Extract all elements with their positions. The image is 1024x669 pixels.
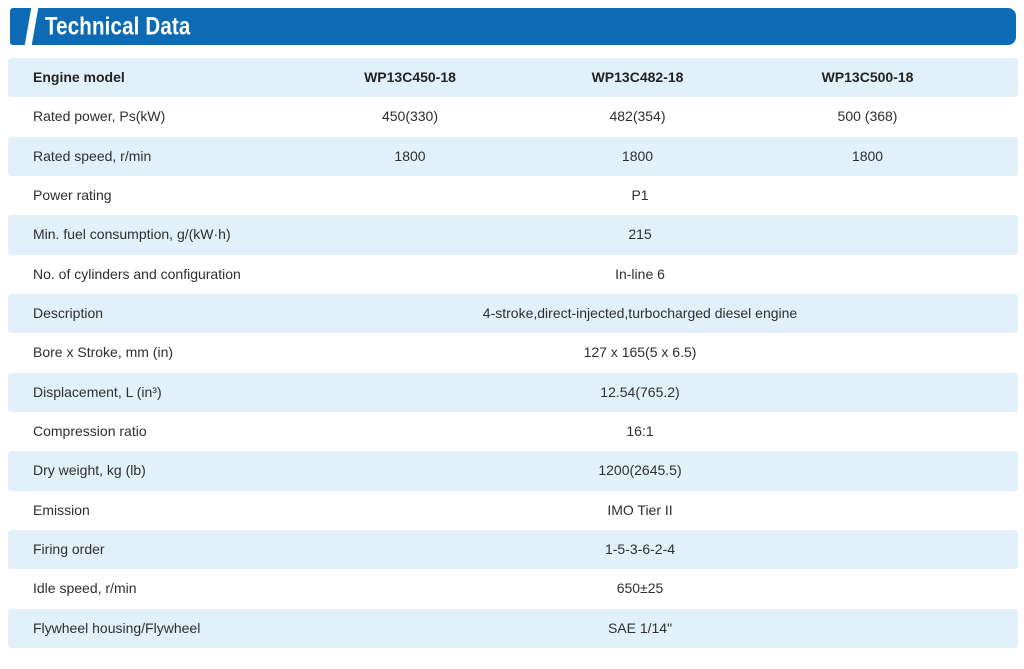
table-row-power-rating: Power rating P1	[8, 176, 1018, 215]
header-col-model-1: WP13C450-18	[364, 68, 456, 85]
row-label: Dry weight, kg (lb)	[33, 462, 146, 479]
table-row-emission: Emission IMO Tier II	[8, 491, 1018, 530]
row-value: P1	[631, 186, 649, 203]
row-value: 1800	[394, 147, 426, 164]
row-label: Emission	[33, 501, 90, 518]
row-label: No. of cylinders and configuration	[33, 265, 241, 282]
row-label: Power rating	[33, 186, 112, 203]
table-row-min-fuel-consumption: Min. fuel consumption, g/(kW·h) 215	[8, 215, 1018, 255]
row-label: Flywheel housing/Flywheel	[33, 619, 201, 636]
table-row-firing-order: Firing order 1-5-3-6-2-4	[8, 529, 1018, 570]
row-value: IMO Tier II	[607, 501, 673, 518]
row-value: 500 (368)	[837, 108, 898, 125]
section-banner: Technical Data	[10, 6, 1016, 47]
row-label: Bore x Stroke, mm (in)	[33, 344, 174, 361]
row-value: 450(330)	[381, 108, 439, 125]
row-label: Description	[33, 304, 104, 321]
row-value: SAE 1/14"	[607, 619, 673, 636]
table-row-description: Description 4-stroke,direct-injected,tur…	[8, 293, 1018, 334]
row-label: Idle speed, r/min	[33, 580, 137, 597]
table-header-row: Engine model WP13C450-18 WP13C482-18 WP1…	[8, 58, 1018, 98]
row-value: 127 x 165(5 x 6.5)	[583, 344, 697, 361]
row-value: 12.54(765.2)	[600, 383, 680, 400]
row-value: In-line 6	[615, 265, 665, 282]
table-row-displacement: Displacement, L (in³) 12.54(765.2)	[8, 372, 1018, 412]
row-label: Displacement, L (in³)	[33, 383, 162, 400]
banner-background	[10, 8, 1016, 45]
row-value: 482(354)	[609, 108, 666, 125]
table-row-cylinders: No. of cylinders and configuration In-li…	[8, 255, 1018, 294]
table-row-idle-speed: Idle speed, r/min 650±25	[8, 569, 1018, 608]
row-label: Firing order	[33, 540, 105, 557]
row-value: 1200(2645.5)	[598, 462, 682, 479]
table-row-rated-speed: Rated speed, r/min 1800 1800 1800	[8, 136, 1018, 176]
row-value: 4-stroke,direct-injected,turbocharged di…	[482, 304, 798, 321]
table-row-dry-weight: Dry weight, kg (lb) 1200(2645.5)	[8, 451, 1018, 491]
row-label: Min. fuel consumption, g/(kW·h)	[33, 226, 231, 243]
row-label: Rated speed, r/min	[33, 147, 152, 164]
row-value: 16:1	[626, 422, 654, 439]
table-row-bore-stroke: Bore x Stroke, mm (in) 127 x 165(5 x 6.5…	[8, 333, 1018, 372]
page-title: Technical Data	[45, 12, 191, 40]
row-value: 650±25	[616, 580, 664, 597]
row-value: 1800	[851, 147, 884, 164]
table-row-rated-power: Rated power, Ps(kW) 450(330) 482(354) 50…	[8, 97, 1018, 136]
row-value: 1-5-3-6-2-4	[604, 540, 676, 557]
row-label: Rated power, Ps(kW)	[33, 108, 166, 125]
row-value: 1800	[621, 147, 654, 164]
header-label: Engine model	[33, 68, 125, 85]
table-row-flywheel: Flywheel housing/Flywheel SAE 1/14"	[8, 608, 1018, 648]
table-row-compression-ratio: Compression ratio 16:1	[8, 412, 1018, 451]
row-label: Compression ratio	[33, 422, 147, 439]
header-col-model-2: WP13C482-18	[591, 68, 684, 85]
spec-table: Engine model WP13C450-18 WP13C482-18 WP1…	[8, 58, 1018, 648]
row-value: 215	[628, 226, 652, 243]
header-col-model-3: WP13C500-18	[821, 68, 914, 85]
